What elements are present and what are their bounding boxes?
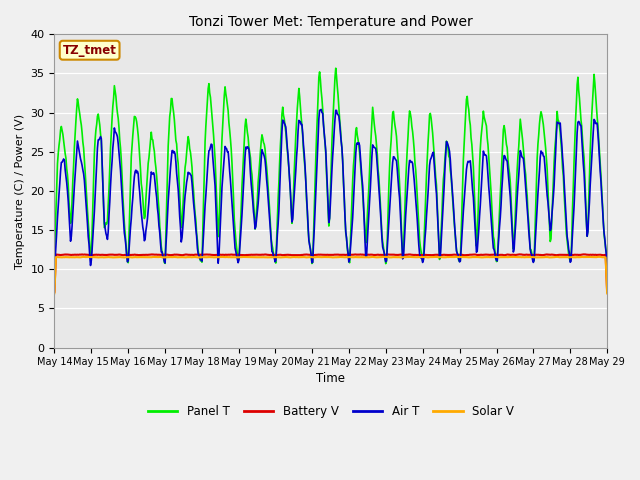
Air T xyxy=(203,180,211,186)
Solar V xyxy=(381,254,388,260)
Air T xyxy=(399,256,406,262)
Battery V xyxy=(173,252,181,258)
Panel T xyxy=(416,236,424,242)
Air T xyxy=(173,178,181,184)
Panel T xyxy=(173,154,181,159)
Solar V xyxy=(51,290,58,296)
Solar V xyxy=(604,290,611,296)
Battery V xyxy=(398,252,406,258)
Battery V xyxy=(414,252,422,258)
Y-axis label: Temperature (C) / Power (V): Temperature (C) / Power (V) xyxy=(15,113,25,268)
Battery V xyxy=(604,289,611,295)
Solar V xyxy=(399,254,406,260)
Line: Battery V: Battery V xyxy=(54,254,607,292)
Panel T xyxy=(203,111,211,117)
Battery V xyxy=(203,252,211,257)
Line: Solar V: Solar V xyxy=(54,257,607,293)
Air T xyxy=(118,180,125,186)
Battery V xyxy=(516,252,524,257)
Panel T xyxy=(118,157,125,163)
Line: Panel T: Panel T xyxy=(54,68,607,264)
Title: Tonzi Tower Met: Temperature and Power: Tonzi Tower Met: Temperature and Power xyxy=(189,15,472,29)
Air T xyxy=(61,157,68,163)
Panel T xyxy=(604,259,611,264)
Battery V xyxy=(118,252,125,258)
Panel T xyxy=(61,144,68,150)
Text: TZ_tmet: TZ_tmet xyxy=(63,44,116,57)
Panel T xyxy=(399,249,407,255)
Solar V xyxy=(203,254,211,260)
Battery V xyxy=(61,252,68,257)
Solar V xyxy=(118,254,125,260)
Panel T xyxy=(382,261,390,266)
Solar V xyxy=(173,254,181,260)
Legend: Panel T, Battery V, Air T, Solar V: Panel T, Battery V, Air T, Solar V xyxy=(143,400,518,423)
Line: Air T: Air T xyxy=(54,109,607,274)
Battery V xyxy=(51,289,58,295)
Panel T xyxy=(332,65,340,71)
Panel T xyxy=(51,257,58,263)
Solar V xyxy=(415,254,422,260)
Solar V xyxy=(61,254,68,260)
X-axis label: Time: Time xyxy=(316,372,345,384)
Air T xyxy=(604,260,611,265)
Air T xyxy=(415,242,422,248)
Air T xyxy=(51,271,58,277)
Air T xyxy=(317,107,325,112)
